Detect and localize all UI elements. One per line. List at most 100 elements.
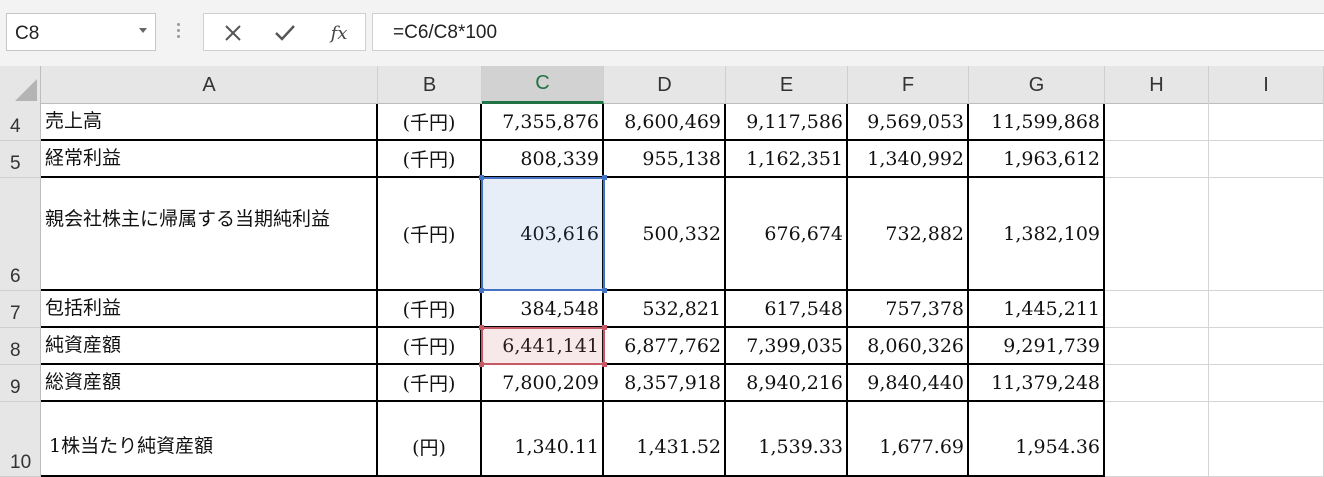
cell-a4[interactable]: 売上高: [41, 104, 378, 141]
row-header-8[interactable]: 8: [0, 328, 41, 365]
cell-i5[interactable]: [1209, 141, 1324, 178]
cell-h10[interactable]: [1105, 402, 1209, 477]
cell-g9[interactable]: 11,379,248: [969, 365, 1105, 402]
cell-g5[interactable]: 1,963,612: [969, 141, 1105, 178]
row-number: 9: [10, 377, 21, 398]
cell-f10[interactable]: 1,677.69: [848, 402, 969, 477]
cell-f6[interactable]: 732,882: [848, 178, 969, 291]
cell-a10[interactable]: 1株当たり純資産額: [41, 402, 378, 477]
row-header-6[interactable]: 6: [0, 178, 41, 291]
row-header-5[interactable]: 5: [0, 141, 41, 178]
cell-g8[interactable]: 9,291,739: [969, 328, 1105, 365]
cell-a6[interactable]: 親会社株主に帰属する当期純利益: [41, 178, 378, 291]
cell-f4[interactable]: 9,569,053: [848, 104, 969, 141]
cell-e8[interactable]: 7,399,035: [726, 328, 848, 365]
column-header-g[interactable]: G: [969, 66, 1105, 104]
cell-b7[interactable]: (千円): [378, 291, 482, 328]
cell-e10[interactable]: 1,539.33: [726, 402, 848, 477]
cell-e9[interactable]: 8,940,216: [726, 365, 848, 402]
cell-g7[interactable]: 1,445,211: [969, 291, 1105, 328]
checkmark-icon[interactable]: [272, 20, 298, 46]
cell-e4[interactable]: 9,117,586: [726, 104, 848, 141]
cell-h5[interactable]: [1105, 141, 1209, 178]
cell-b6[interactable]: (千円): [378, 178, 482, 291]
cell-g6[interactable]: 1,382,109: [969, 178, 1105, 291]
cell-d9[interactable]: 8,357,918: [604, 365, 726, 402]
name-box[interactable]: C8: [6, 13, 156, 51]
cell-f8[interactable]: 8,060,326: [848, 328, 969, 365]
row-header-4[interactable]: 4: [0, 104, 41, 141]
cell-e5[interactable]: 1,162,351: [726, 141, 848, 178]
cell-b10[interactable]: (円): [378, 402, 482, 477]
cell-d10[interactable]: 1,431.52: [604, 402, 726, 477]
chevron-down-icon[interactable]: [139, 28, 147, 33]
column-header-c[interactable]: C: [482, 66, 604, 104]
cell-h7[interactable]: [1105, 291, 1209, 328]
cell-b5[interactable]: (千円): [378, 141, 482, 178]
cell-h6[interactable]: [1105, 178, 1209, 291]
resize-handle[interactable]: [479, 175, 484, 180]
formula-input[interactable]: =C6/C8*100: [372, 13, 1324, 51]
insert-function-button[interactable]: fx: [326, 20, 352, 46]
drag-handle-icon[interactable]: [177, 23, 180, 41]
cell-g10[interactable]: 1,954.36: [969, 402, 1105, 477]
resize-handle[interactable]: [602, 288, 607, 293]
row-header-9[interactable]: 9: [0, 365, 41, 402]
cell-a9[interactable]: 総資産額: [41, 365, 378, 402]
resize-handle[interactable]: [602, 175, 607, 180]
cell-c8[interactable]: 6,441,141: [482, 328, 604, 365]
resize-handle[interactable]: [479, 362, 484, 367]
cell-h8[interactable]: [1105, 328, 1209, 365]
resize-handle[interactable]: [479, 325, 484, 330]
cell-d5[interactable]: 955,138: [604, 141, 726, 178]
cell-i6[interactable]: [1209, 178, 1324, 291]
name-box-value: C8: [15, 23, 40, 44]
cell-e6[interactable]: 676,674: [726, 178, 848, 291]
column-header-a[interactable]: A: [41, 66, 378, 104]
cell-f9[interactable]: 9,840,440: [848, 365, 969, 402]
cell-d6[interactable]: 500,332: [604, 178, 726, 291]
cell-c7[interactable]: 384,548: [482, 291, 604, 328]
column-header-d[interactable]: D: [604, 66, 726, 104]
close-icon[interactable]: [220, 20, 246, 46]
cell-a8[interactable]: 純資産額: [41, 328, 378, 365]
cell-b4[interactable]: (千円): [378, 104, 482, 141]
cell-f5[interactable]: 1,340,992: [848, 141, 969, 178]
cell-i7[interactable]: [1209, 291, 1324, 328]
column-header-h[interactable]: H: [1105, 66, 1209, 104]
cell-c5[interactable]: 808,339: [482, 141, 604, 178]
cell-i9[interactable]: [1209, 365, 1324, 402]
cell-c4[interactable]: 7,355,876: [482, 104, 604, 141]
cell-c10[interactable]: 1,340.11: [482, 402, 604, 477]
select-all-button[interactable]: [0, 66, 41, 104]
cell-d8[interactable]: 6,877,762: [604, 328, 726, 365]
spreadsheet-grid: A B C D E F G H I 4 売上高 (千円) 7,355,876 8,600…: [0, 66, 1324, 477]
cell-a7[interactable]: 包括利益: [41, 291, 378, 328]
function-icon: fx: [330, 22, 348, 44]
column-header-f[interactable]: F: [848, 66, 969, 104]
cell-e7[interactable]: 617,548: [726, 291, 848, 328]
cell-i4[interactable]: [1209, 104, 1324, 141]
cell-c6[interactable]: 403,616: [482, 178, 604, 291]
column-header-e[interactable]: E: [726, 66, 848, 104]
formula-text: =C6/C8*100: [393, 22, 498, 43]
resize-handle[interactable]: [602, 325, 607, 330]
cell-h9[interactable]: [1105, 365, 1209, 402]
cell-g4[interactable]: 11,599,868: [969, 104, 1105, 141]
cell-b9[interactable]: (千円): [378, 365, 482, 402]
resize-handle[interactable]: [602, 362, 607, 367]
column-header-i[interactable]: I: [1209, 66, 1324, 104]
cell-a5[interactable]: 経常利益: [41, 141, 378, 178]
row-header-10[interactable]: 10: [0, 402, 41, 477]
row-header-7[interactable]: 7: [0, 291, 41, 328]
cell-c9[interactable]: 7,800,209: [482, 365, 604, 402]
cell-d7[interactable]: 532,821: [604, 291, 726, 328]
cell-b8[interactable]: (千円): [378, 328, 482, 365]
cell-i8[interactable]: [1209, 328, 1324, 365]
cell-h4[interactable]: [1105, 104, 1209, 141]
cell-d4[interactable]: 8,600,469: [604, 104, 726, 141]
column-header-b[interactable]: B: [378, 66, 482, 104]
resize-handle[interactable]: [479, 288, 484, 293]
cell-f7[interactable]: 757,378: [848, 291, 969, 328]
cell-i10[interactable]: [1209, 402, 1324, 477]
